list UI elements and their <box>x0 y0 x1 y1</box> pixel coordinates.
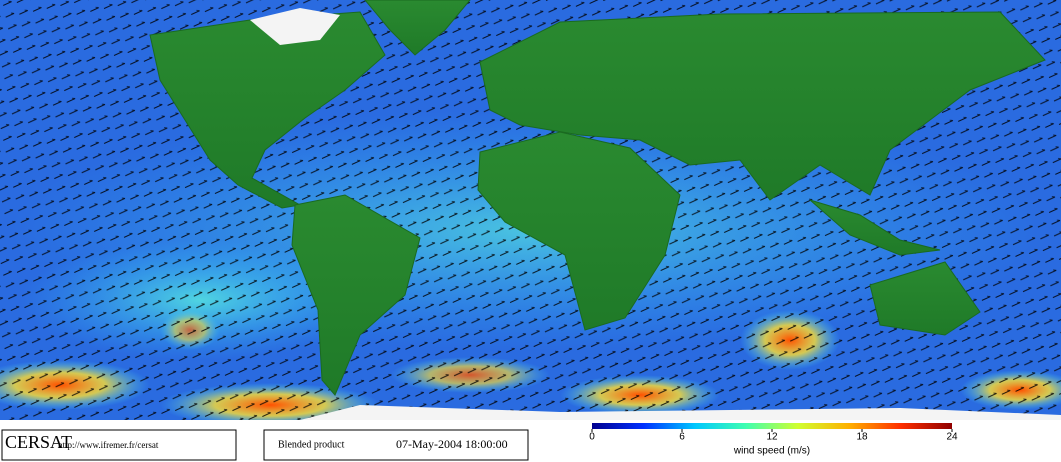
colorbar-tick-label: 0 <box>589 432 595 443</box>
colorbar-tick-label: 12 <box>766 432 778 443</box>
info-box <box>263 429 529 461</box>
colorbar-tick-label: 24 <box>946 432 958 443</box>
colorbar-tick-label: 6 <box>679 432 685 443</box>
colorbar-tick-label: 18 <box>856 432 868 443</box>
logo: CERSAT <box>5 432 72 452</box>
ice <box>250 8 1061 420</box>
colorbar-ramp <box>592 423 952 429</box>
continents <box>149 0 1046 396</box>
map <box>0 0 1061 427</box>
colorbar-label: wind speed (m/s) <box>733 446 810 457</box>
timestamp: 07-May-2004 18:00:00 <box>396 437 508 451</box>
logo-box <box>1 429 237 461</box>
colorbar: 0 6 12 18 24 <box>589 423 958 443</box>
url: http://www.ifremer.fr/cersat <box>58 440 159 450</box>
product: Blended product <box>278 439 345 450</box>
